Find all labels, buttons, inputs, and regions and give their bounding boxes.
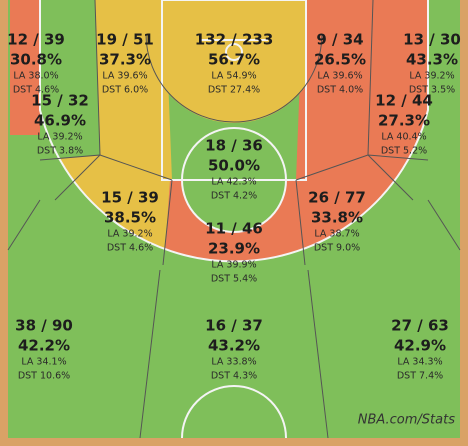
zone-dst: DST 9.0% [314, 243, 360, 254]
zone-dst: DST 4.3% [211, 371, 257, 382]
zone-la: LA 39.9% [211, 260, 256, 271]
zone-fill [10, 0, 40, 135]
zone-shots: 13 / 30 [403, 31, 461, 49]
zone-shots: 16 / 37 [205, 317, 263, 335]
zone-dst: DST 3.5% [409, 85, 455, 96]
zone-la: LA 34.1% [21, 357, 66, 368]
zone-pct: 38.5% [104, 209, 156, 227]
zone-pct: 27.3% [378, 112, 430, 130]
zone-shots: 9 / 34 [316, 31, 363, 49]
zone-pct: 43.3% [406, 51, 458, 69]
zone-dst: DST 5.4% [211, 274, 257, 285]
zone-pct: 26.5% [314, 51, 366, 69]
court-lines [39, 0, 429, 439]
zone-la: LA 40.4% [381, 132, 426, 143]
zone-pct: 50.0% [208, 157, 260, 175]
zone-la: LA 39.6% [102, 71, 147, 82]
zone-shots: 27 / 63 [391, 317, 449, 335]
zone-dst: DST 10.6% [18, 371, 70, 382]
zone-shots: 12 / 39 [7, 31, 65, 49]
zone-shots: 11 / 46 [205, 220, 263, 238]
zone-pct: 42.2% [18, 337, 70, 355]
zone-shots: 132 / 233 [195, 31, 274, 49]
zone-la: LA 39.2% [37, 132, 82, 143]
zone-dst: DST 5.2% [381, 146, 427, 157]
zone-pct: 37.3% [99, 51, 151, 69]
source-label: NBA.com/Stats [358, 413, 455, 428]
zone-shots: 19 / 51 [96, 31, 154, 49]
zone-la: LA 38.7% [314, 229, 359, 240]
zone-pct: 33.8% [311, 209, 363, 227]
zone-pct: 43.2% [208, 337, 260, 355]
zone-shots: 18 / 36 [205, 137, 263, 155]
zone-pct: 42.9% [394, 337, 446, 355]
zone-pct: 56.7% [208, 51, 260, 69]
zone-dst: DST 4.0% [317, 85, 363, 96]
zone-shots: 15 / 32 [31, 92, 89, 110]
zone-dst: DST 3.8% [37, 146, 83, 157]
zone-shots: 38 / 90 [15, 317, 73, 335]
zone-la: LA 34.3% [397, 357, 442, 368]
zone-pct: 46.9% [34, 112, 86, 130]
zone-la: LA 39.6% [317, 71, 362, 82]
zone-lines [7, 0, 461, 439]
zone-shots: 15 / 39 [101, 189, 159, 207]
zone-fill [162, 0, 306, 123]
zone-la: LA 42.3% [211, 177, 256, 188]
zone-dst: DST 4.6% [107, 243, 153, 254]
zone-shots: 26 / 77 [308, 189, 366, 207]
zone-pct: 23.9% [208, 240, 260, 258]
zone-dst: DST 27.4% [208, 85, 260, 96]
zone-la: LA 38.0% [13, 71, 58, 82]
zone-labels: 12 / 39 30.8% LA 38.0% DST 4.6% 19 / 51 37.3%… [7, 31, 461, 382]
zone-dst: DST 7.4% [397, 371, 443, 382]
zone-la: LA 39.2% [107, 229, 152, 240]
zone-la: LA 39.2% [409, 71, 454, 82]
zone-pct: 30.8% [10, 51, 62, 69]
zone-la: LA 33.8% [211, 357, 256, 368]
zone-dst: DST 4.6% [13, 85, 59, 96]
zone-shots: 12 / 44 [375, 92, 433, 110]
zone-dst: DST 4.2% [211, 191, 257, 202]
zone-dst: DST 6.0% [102, 85, 148, 96]
zone-la: LA 54.9% [211, 71, 256, 82]
